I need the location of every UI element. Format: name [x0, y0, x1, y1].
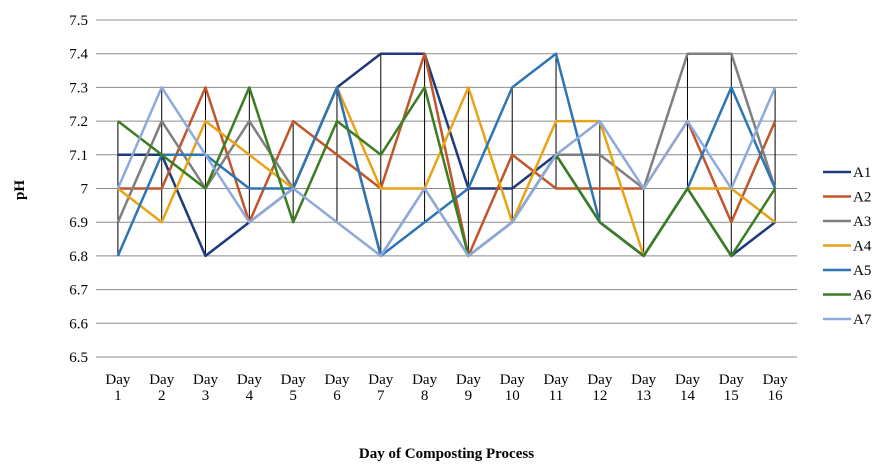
legend-label-a3: A3 — [853, 214, 871, 230]
x-tick-label: Day 3 — [193, 372, 218, 404]
y-tick-label: 7.1 — [69, 148, 88, 164]
x-axis-ticks: Day 1 Day 2 Day 3 Day 4 Day 5 Day 6 Day 7 Day 8 Day 9 Day 1… — [105, 372, 788, 404]
y-tick-label: 6.8 — [69, 249, 88, 265]
series-line-a6 — [117, 86, 777, 258]
series-lines — [116, 52, 777, 258]
x-tick-label: Day 4 — [237, 372, 262, 404]
legend-label-a1: A1 — [853, 165, 871, 181]
x-tick-label: Day 14 — [675, 372, 700, 404]
x-tick-label: Day 6 — [324, 372, 349, 404]
x-axis-title: Day of Composting Process — [359, 446, 534, 462]
x-tick-label: Day 1 — [105, 372, 130, 404]
y-tick-label: 7.3 — [69, 80, 88, 96]
x-tick-label: Day 12 — [587, 372, 612, 404]
y-tick-label: 6.5 — [69, 350, 88, 366]
y-tick-label: 6.9 — [69, 215, 88, 231]
y-tick-label: 7.4 — [69, 47, 88, 63]
y-tick-label: 6.6 — [69, 316, 88, 332]
legend-label-a5: A5 — [853, 263, 871, 279]
y-tick-label: 6.7 — [69, 283, 88, 299]
x-tick-label: Day 8 — [412, 372, 437, 404]
x-tick-label: Day 5 — [281, 372, 306, 404]
x-tick-label: Day 15 — [719, 372, 744, 404]
x-tick-label: Day 9 — [456, 372, 481, 404]
x-tick-label: Day 13 — [631, 372, 656, 404]
y-tick-label: 7 — [81, 182, 89, 198]
y-tick-label: 7.2 — [69, 114, 88, 130]
y-axis-title: pH — [12, 180, 28, 200]
x-tick-label: Day 16 — [763, 372, 788, 404]
legend-label-a6: A6 — [853, 288, 872, 304]
series-line-a7 — [116, 86, 777, 258]
x-tick-label: Day 2 — [149, 372, 174, 404]
x-tick-label: Day 7 — [368, 372, 393, 404]
legend-label-a4: A4 — [853, 239, 872, 255]
x-tick-label: Day 10 — [500, 372, 525, 404]
x-tick-label: Day 11 — [544, 372, 569, 404]
y-tick-label: 7.5 — [69, 13, 88, 29]
legend-label-a7: A7 — [853, 312, 872, 328]
legend-label-a2: A2 — [853, 190, 871, 206]
legend: A1 A2 A3 A4 A5 A6 A7 — [823, 165, 872, 328]
y-axis-ticks: 6.5 6.6 6.7 6.8 6.9 7 7.1 7.2 7.3 7.4 7.5 — [69, 13, 88, 366]
